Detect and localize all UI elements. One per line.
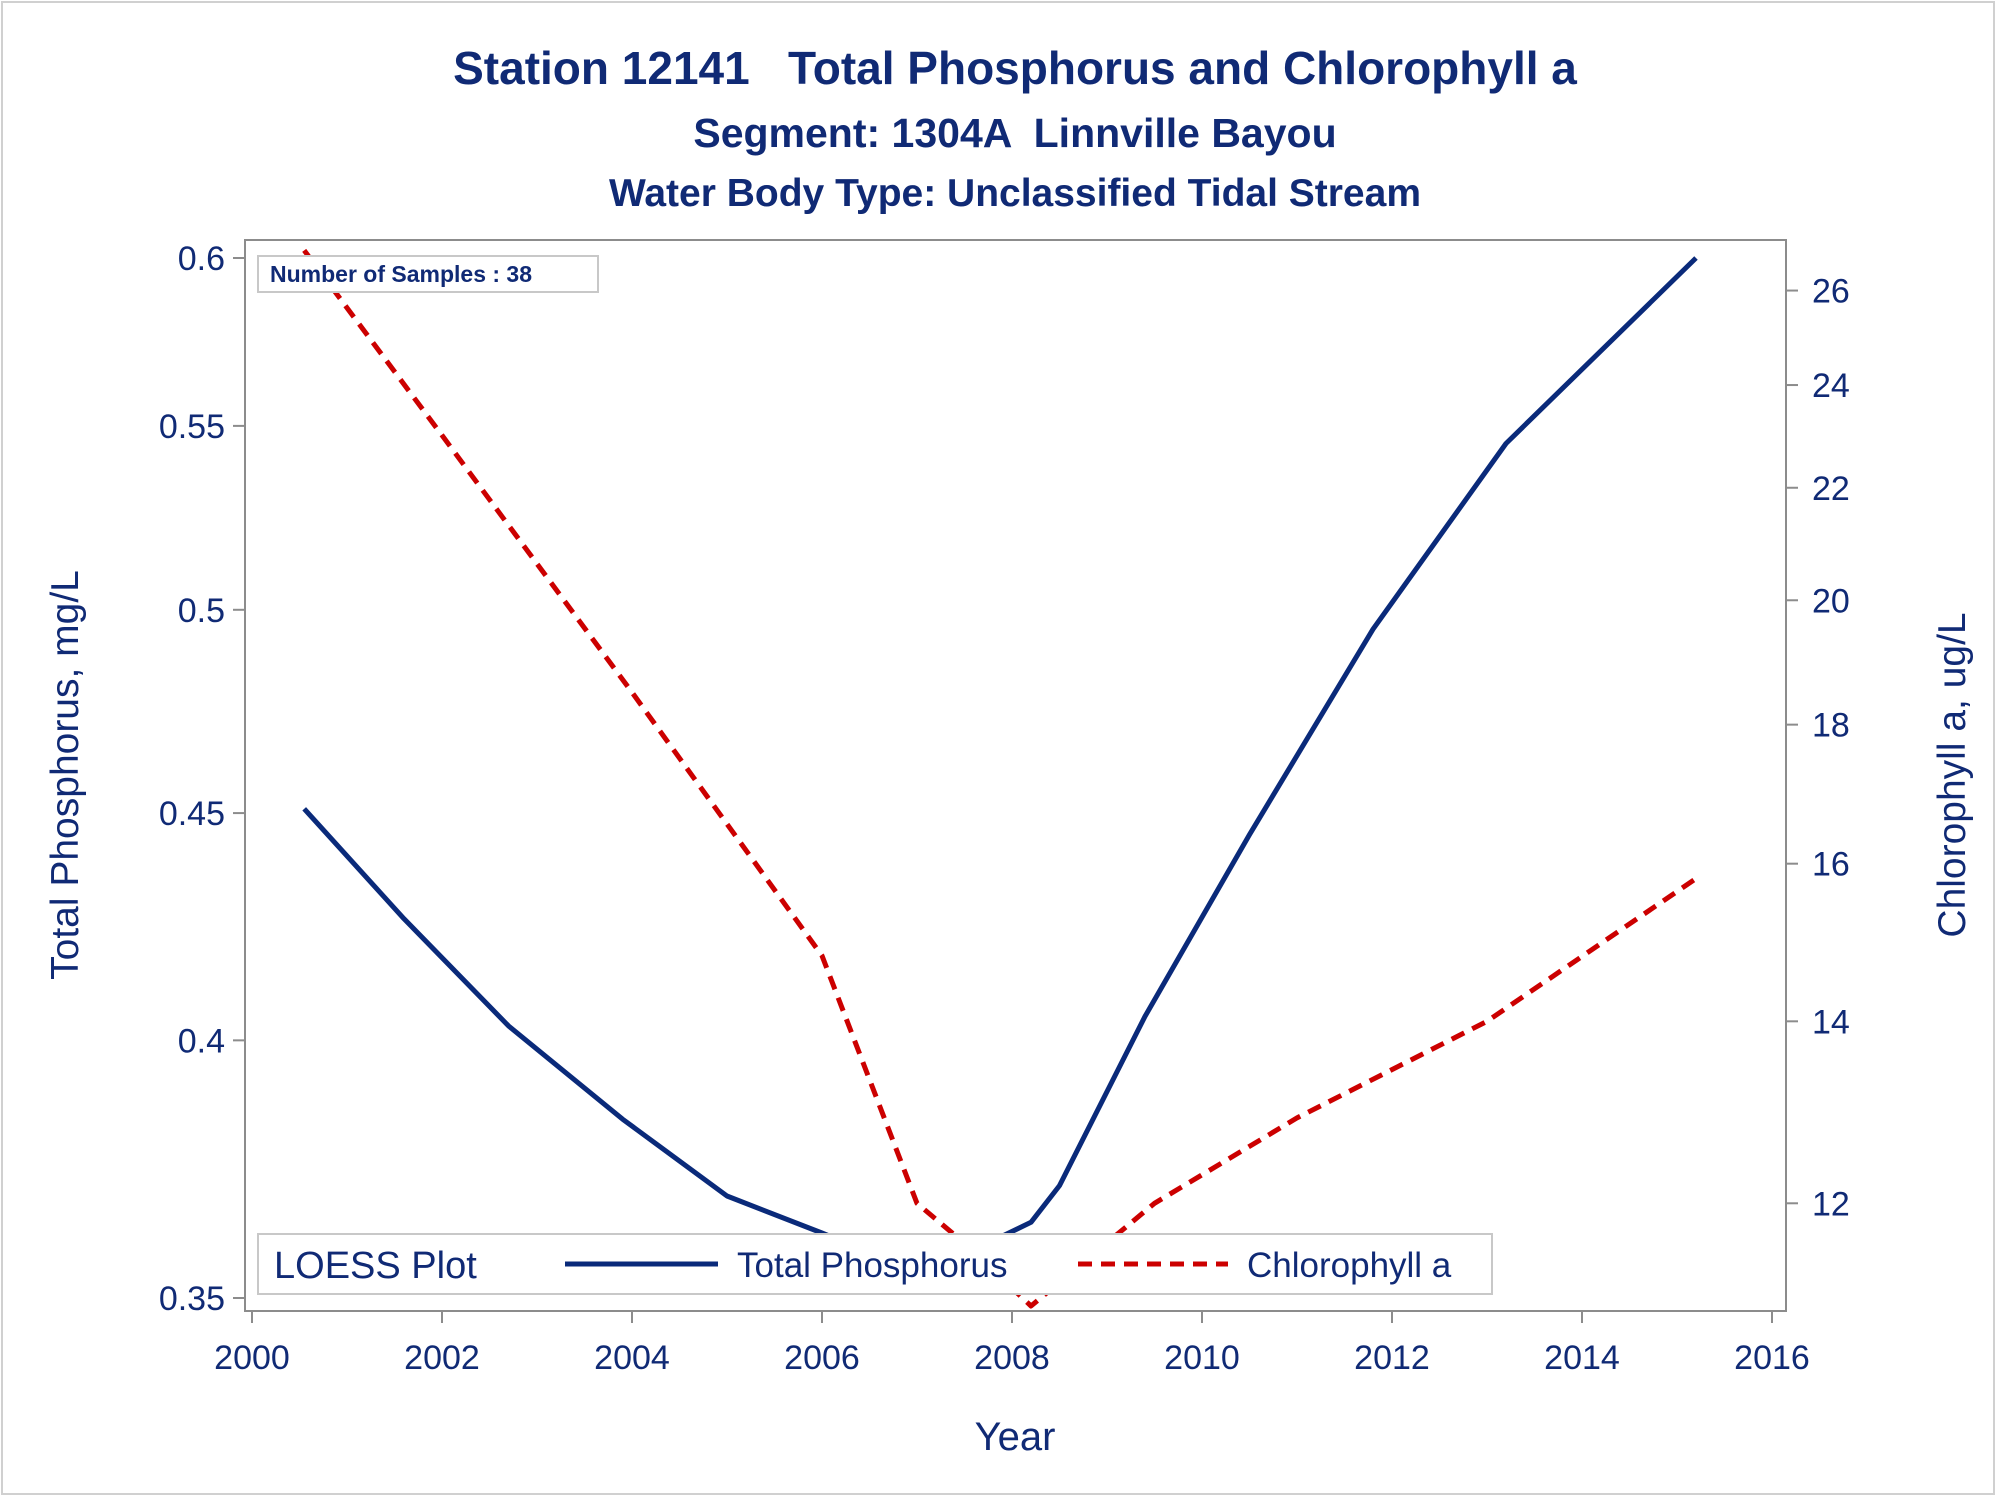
legend: LOESS Plot Total Phosphorus Chlorophyll …	[257, 1233, 1493, 1295]
sample-count-border	[257, 255, 599, 293]
chart-subtitle-segment: Segment: 1304A Linnville Bayou	[693, 110, 1336, 156]
y2-tick-label: 24	[1812, 367, 1850, 405]
y-axis-left: 0.35 0.4 0.45 0.5 0.55 0.6	[159, 240, 245, 1318]
y2-tick-label: 22	[1812, 470, 1850, 508]
legend-label-chlorophyll: Chlorophyll a	[1247, 1246, 1452, 1285]
x-tick-label: 2002	[404, 1339, 480, 1377]
series-layer	[302, 248, 1698, 1309]
legend-title: LOESS Plot	[274, 1245, 477, 1287]
plot-area	[244, 239, 1787, 1312]
chart-title: Station 12141 Total Phosphorus and Chlor…	[453, 42, 1577, 94]
y2-tick-label: 12	[1812, 1185, 1850, 1223]
sample-count-box: Number of Samples : 38	[257, 255, 599, 293]
x-axis-label: Year	[975, 1415, 1056, 1459]
y2-axis-label: Chlorophyll a, ug/L	[1931, 612, 1974, 937]
x-tick-label: 2006	[784, 1339, 860, 1377]
series-line-phosphorus	[302, 256, 1698, 1279]
x-tick-label: 2004	[594, 1339, 670, 1377]
y-tick-label: 0.55	[159, 408, 225, 446]
x-tick-label: 2010	[1164, 1339, 1240, 1377]
y-tick-label: 0.35	[159, 1280, 225, 1318]
chart-subtitle-water-body: Water Body Type: Unclassified Tidal Stre…	[609, 172, 1421, 215]
x-tick-label: 2000	[214, 1339, 290, 1377]
y-tick-label: 0.4	[178, 1022, 225, 1060]
y2-tick-label: 16	[1812, 846, 1850, 884]
legend-border	[257, 1233, 1493, 1295]
series-line-chlorophyll	[302, 248, 1698, 1309]
legend-label-phosphorus: Total Phosphorus	[737, 1246, 1007, 1285]
x-tick-label: 2014	[1544, 1339, 1620, 1377]
x-axis: 2000 2002 2004 2006 2008 2010 2012 2014 2016	[214, 1311, 1810, 1377]
y2-tick-label: 14	[1812, 1003, 1850, 1041]
y2-tick-label: 18	[1812, 707, 1850, 745]
y-axis-right: 12 14 16 18 20 22 24 26	[1786, 273, 1850, 1223]
y-tick-label: 0.45	[159, 795, 225, 833]
y2-tick-label: 20	[1812, 582, 1850, 620]
y-tick-label: 0.5	[178, 592, 225, 630]
y2-tick-label: 26	[1812, 273, 1850, 311]
x-tick-label: 2008	[974, 1339, 1050, 1377]
x-tick-label: 2016	[1734, 1339, 1810, 1377]
sample-count-text: Number of Samples : 38	[270, 261, 532, 287]
y-tick-label: 0.6	[178, 240, 225, 278]
x-tick-label: 2012	[1354, 1339, 1430, 1377]
y-axis-label: Total Phosphorus, mg/L	[44, 570, 87, 980]
